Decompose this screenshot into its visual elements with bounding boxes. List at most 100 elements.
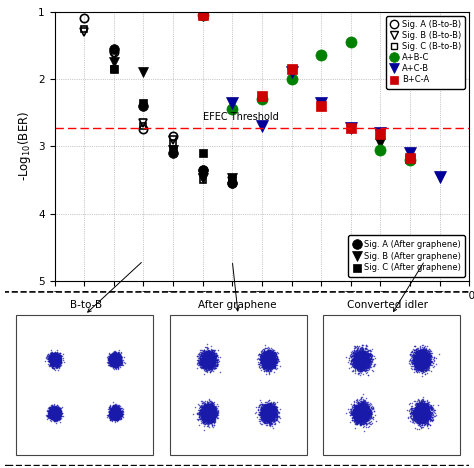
Point	[51, 407, 59, 415]
Point	[419, 410, 427, 417]
Point	[347, 364, 355, 371]
Point	[362, 409, 369, 417]
Point	[420, 412, 428, 420]
Point	[418, 361, 425, 368]
Point	[206, 354, 213, 361]
Point	[110, 408, 118, 416]
Point	[53, 355, 60, 363]
Point	[51, 407, 58, 415]
Point	[213, 351, 220, 359]
Point	[50, 413, 57, 421]
Point	[208, 353, 215, 360]
Point	[417, 351, 425, 358]
Point	[356, 399, 363, 407]
Point	[353, 402, 360, 410]
Point	[257, 409, 264, 417]
Point	[113, 413, 121, 420]
Point	[109, 410, 117, 417]
Point	[358, 353, 366, 360]
Point	[47, 413, 55, 421]
Point	[269, 349, 276, 357]
Point	[359, 360, 367, 367]
Point	[112, 408, 119, 415]
Point	[107, 408, 115, 415]
Point	[271, 403, 279, 411]
Point	[261, 355, 269, 362]
Point	[110, 409, 118, 416]
Point	[199, 362, 207, 370]
Point	[51, 355, 58, 363]
Point	[113, 408, 120, 416]
Point	[205, 356, 213, 364]
Point	[203, 413, 211, 420]
Point	[419, 353, 427, 360]
Point	[262, 406, 269, 413]
Point	[418, 358, 425, 365]
Point	[268, 351, 275, 358]
Point	[364, 354, 372, 362]
Point	[55, 412, 62, 419]
Point	[421, 415, 428, 422]
Point	[113, 354, 121, 361]
Point	[51, 409, 59, 417]
Point	[50, 355, 58, 363]
Point	[419, 411, 426, 419]
Point	[360, 414, 368, 421]
Point	[361, 361, 369, 369]
Point	[114, 359, 122, 366]
Point	[408, 353, 416, 360]
Point	[48, 353, 56, 360]
Point	[210, 407, 218, 414]
Point	[259, 401, 267, 408]
Point	[264, 349, 271, 357]
Point	[203, 410, 210, 417]
Point	[258, 411, 265, 418]
Point	[263, 358, 271, 366]
Point	[355, 410, 363, 417]
Point	[418, 362, 425, 369]
Point	[264, 406, 272, 413]
Point	[352, 349, 359, 357]
Point	[111, 410, 119, 418]
Point	[266, 412, 273, 419]
Point	[352, 407, 359, 415]
Point	[264, 405, 272, 412]
Point	[108, 353, 116, 361]
Point	[351, 350, 358, 357]
Point	[266, 366, 273, 374]
Point	[205, 358, 212, 366]
Point	[425, 412, 433, 419]
Point	[420, 351, 428, 358]
Point	[53, 359, 61, 366]
Point	[50, 358, 57, 365]
Point	[198, 411, 206, 419]
Point	[264, 410, 272, 417]
Point	[417, 402, 425, 410]
Point	[268, 409, 275, 416]
Point	[360, 416, 368, 424]
Point	[109, 354, 117, 361]
Point	[420, 408, 428, 416]
Point	[205, 361, 213, 368]
Point	[428, 416, 435, 424]
Point	[417, 360, 424, 367]
Point	[200, 410, 207, 417]
Point	[51, 409, 58, 416]
Point	[203, 350, 210, 358]
Point	[49, 411, 56, 418]
Point	[426, 353, 433, 360]
Point	[357, 360, 365, 367]
Point	[267, 348, 274, 355]
Point	[419, 353, 426, 361]
Point	[262, 407, 269, 415]
Point	[115, 356, 122, 364]
Point	[356, 406, 363, 413]
Point	[353, 360, 360, 368]
Point	[53, 409, 60, 416]
Point	[202, 415, 210, 422]
Point	[109, 410, 117, 418]
Point	[206, 410, 213, 417]
Point	[355, 363, 362, 371]
Point	[203, 407, 211, 415]
Point	[51, 356, 59, 363]
